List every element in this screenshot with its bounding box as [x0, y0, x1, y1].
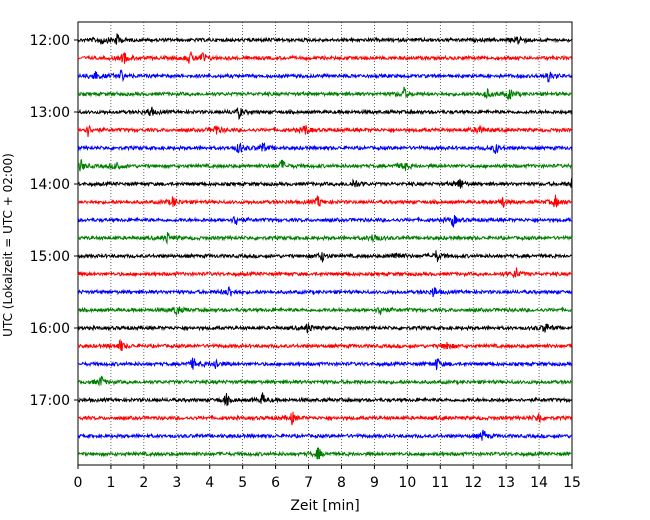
trace-1715 — [77, 411, 573, 426]
x-tick-label: 9 — [370, 475, 379, 491]
trace-1545 — [77, 306, 573, 316]
x-tick-label: 14 — [530, 475, 548, 491]
trace-1500 — [77, 250, 573, 263]
x-tick-label: 5 — [238, 475, 247, 491]
trace-1645 — [77, 375, 573, 387]
x-tick-label: 6 — [271, 475, 280, 491]
x-tick-label: 4 — [205, 475, 214, 491]
x-tick-label: 3 — [172, 475, 181, 491]
trace-1630 — [77, 357, 572, 371]
trace-1300 — [77, 106, 573, 121]
plot-frame — [77, 21, 573, 466]
y-tick-label: 16:00 — [30, 321, 70, 337]
trace-1230 — [77, 69, 573, 83]
trace-1700 — [77, 392, 573, 407]
x-tick-label: 10 — [398, 475, 416, 491]
x-tick-label: 8 — [337, 475, 346, 491]
x-axis-label: Zeit [min] — [290, 498, 359, 514]
x-tick-label: 0 — [74, 475, 83, 491]
x-axis: 0 1 2 3 4 5 6 7 8 9 10 11 12 13 14 15 — [74, 465, 581, 491]
x-tick-label: 11 — [431, 475, 449, 491]
trace-1200 — [77, 33, 573, 45]
y-axis: 12:00 13:00 14:00 15:00 16:00 17:00 — [30, 33, 78, 409]
y-tick-label: 13:00 — [30, 105, 70, 121]
x-tick-label: 15 — [563, 475, 581, 491]
x-tick-label: 13 — [497, 475, 515, 491]
trace-1330 — [77, 142, 573, 154]
trace-1315 — [77, 124, 573, 138]
trace-1430 — [77, 214, 573, 229]
x-tick-label: 2 — [139, 475, 148, 491]
x-tick-label: 7 — [304, 475, 313, 491]
trace-1615 — [77, 338, 573, 352]
trace-1745 — [77, 447, 573, 460]
x-tick-label: 12 — [464, 475, 482, 491]
trace-group — [77, 33, 573, 460]
trace-1215 — [77, 51, 573, 64]
x-tick-label: 1 — [106, 475, 115, 491]
trace-1600 — [77, 323, 573, 334]
trace-1730 — [77, 429, 573, 441]
y-tick-label: 12:00 — [30, 33, 70, 49]
trace-1345 — [77, 159, 573, 172]
trace-1415 — [77, 194, 573, 208]
trace-1530 — [77, 285, 573, 298]
trace-1515 — [77, 267, 573, 279]
x-grid — [110, 22, 540, 465]
y-tick-label: 17:00 — [30, 393, 70, 409]
trace-1400 — [77, 177, 573, 189]
y-axis-label: UTC (Lokalzeit = UTC + 02:00) — [1, 153, 15, 337]
trace-1245 — [77, 86, 573, 101]
y-tick-label: 14:00 — [30, 177, 70, 193]
y-tick-label: 15:00 — [30, 249, 70, 265]
trace-1445 — [77, 232, 573, 245]
